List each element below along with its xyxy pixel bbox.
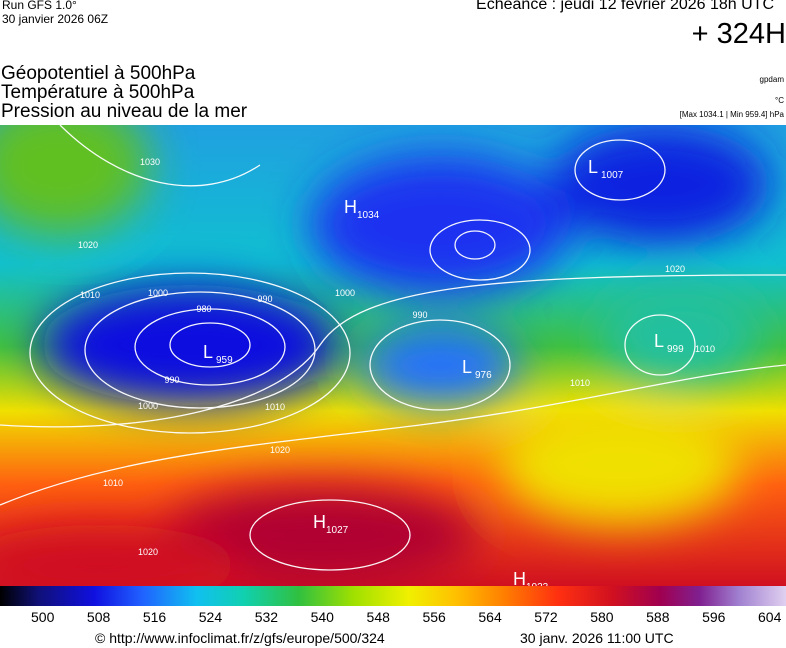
isobar-label: 1010	[570, 378, 590, 388]
colorbar-tick: 548	[366, 609, 390, 625]
isobar-label: 1000	[335, 288, 355, 298]
isobar-label: 1020	[665, 264, 685, 274]
pressure-value: 1023	[526, 582, 549, 586]
run: Run GFS 1.0°	[2, 0, 77, 12]
isobar-label: 1010	[695, 344, 715, 354]
colorbar-tick: 588	[646, 609, 670, 625]
source: © http://www.infoclimat.fr/z/gfs/europe/…	[95, 630, 385, 646]
colorbar-tick: 532	[254, 609, 279, 625]
colorbar-tick: 516	[142, 609, 167, 625]
colorbar-tick: 540	[310, 609, 334, 625]
isobar-label: 1010	[103, 478, 123, 488]
colorbar-tick: 604	[758, 609, 782, 625]
valid-time: Echéance : jeudi 12 février 2026 18h UTC	[476, 0, 774, 13]
pressure-value: 976	[475, 370, 492, 381]
isobar-label: 1020	[138, 547, 158, 557]
colorbar-tick: 508	[86, 609, 111, 625]
title: Pression au niveau de la mer	[1, 101, 248, 122]
isobar-label: 990	[164, 375, 179, 385]
pressure-value: 999	[667, 344, 684, 355]
unit: °C	[775, 96, 784, 105]
isobar-label: 990	[412, 310, 427, 320]
pressure-center: L	[654, 331, 664, 351]
colorbar-tick: 524	[198, 609, 223, 625]
isobar-label: 1020	[78, 240, 98, 250]
colorbar-tick: 580	[590, 609, 614, 625]
pressure-center: H	[513, 569, 526, 586]
pressure-center: L	[462, 357, 472, 377]
pressure-value: 1027	[326, 525, 349, 536]
pressure-value: 1007	[601, 170, 624, 181]
generated: 30 janv. 2026 11:00 UTC	[520, 630, 674, 646]
lead-time: + 324H	[691, 18, 786, 50]
pressure-center: L	[203, 342, 213, 362]
colorbar-tick: 564	[478, 609, 502, 625]
isobar-label: 1000	[148, 288, 168, 298]
pressure-center: H	[313, 512, 326, 532]
pressure-value: 959	[216, 355, 233, 366]
isobar-label: 1010	[80, 290, 100, 300]
isobar-label: 990	[257, 294, 272, 304]
colorbar-tick: 596	[702, 609, 726, 625]
pressure-center: L	[588, 157, 598, 177]
isobar-label: 1030	[140, 157, 160, 167]
unit: gpdam	[759, 75, 784, 84]
isobar-label: 1000	[138, 401, 158, 411]
colorbar-tick: 500	[31, 609, 55, 625]
colorbar-tick: 572	[534, 609, 558, 625]
pressure-center: H	[344, 197, 357, 217]
isobar-label: 1010	[265, 402, 285, 412]
unit: [Max 1034.1 | Min 959.4] hPa	[679, 110, 784, 119]
isobar-label: 980	[196, 304, 211, 314]
isobar-label: 1020	[270, 445, 290, 455]
colorbar-tick: 556	[422, 609, 446, 625]
title: Température à 500hPa	[1, 82, 195, 103]
colorbar	[0, 586, 786, 606]
title: Géopotentiel à 500hPa	[1, 63, 196, 84]
map: 1030 1020 1010 1000 990 980 990 1000 1010 1020 101…	[0, 125, 786, 586]
pressure-value: 1034	[357, 210, 380, 221]
run-date: 30 janvier 2026 06Z	[2, 12, 109, 26]
